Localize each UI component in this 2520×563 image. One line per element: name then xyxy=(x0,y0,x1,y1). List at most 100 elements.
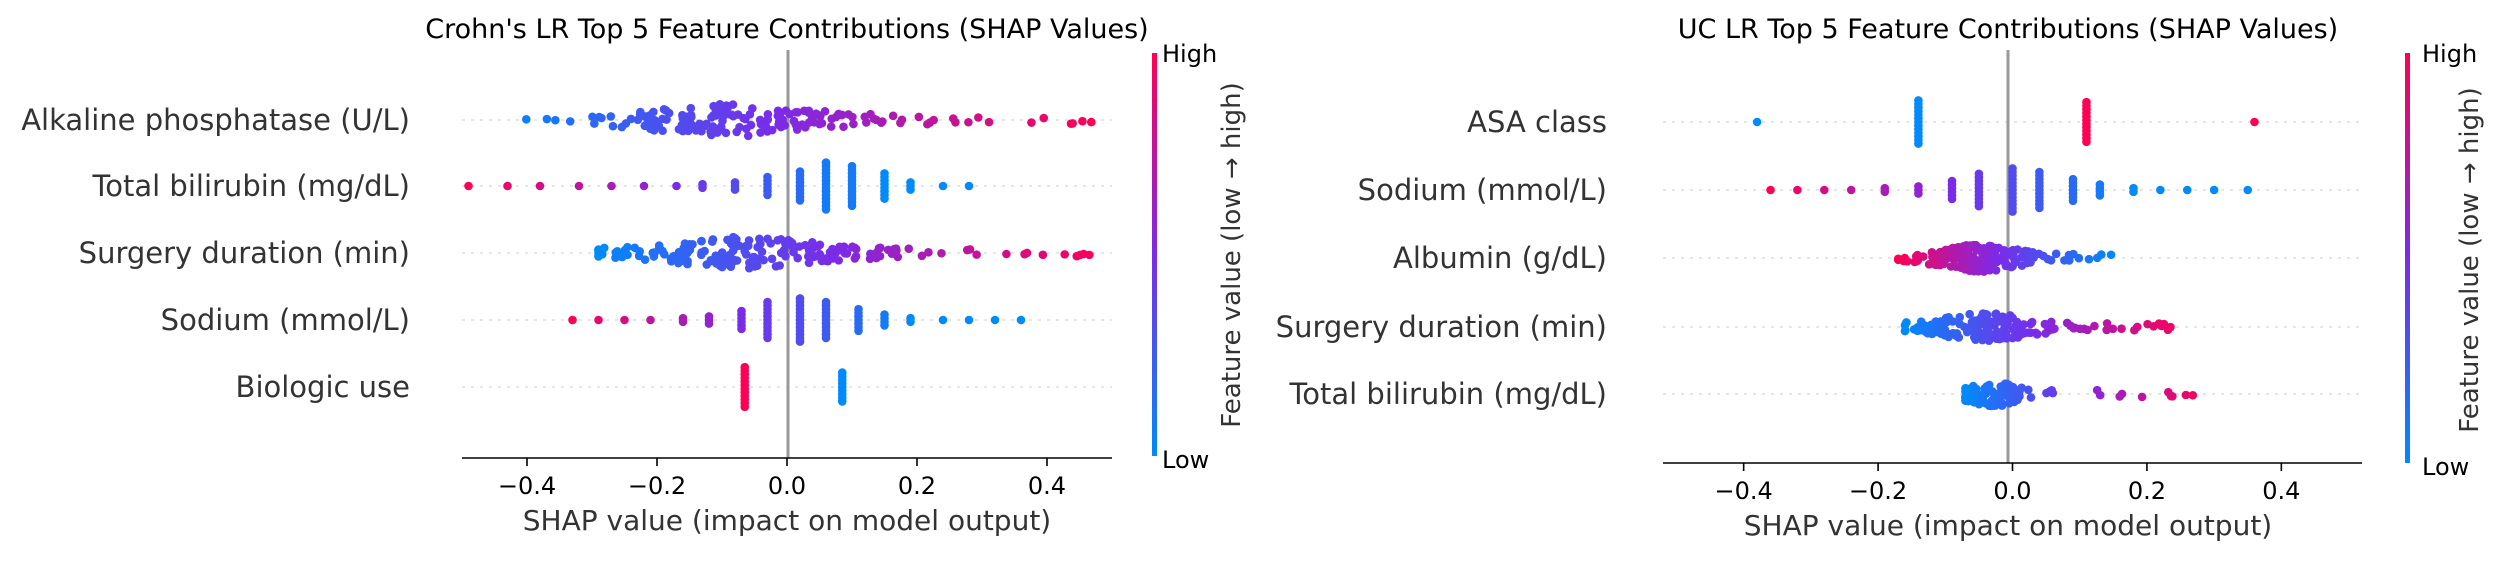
x-axis-label: SHAP value (impact on model output) xyxy=(1744,509,2272,542)
shap-point xyxy=(2066,321,2075,330)
shap-point xyxy=(716,122,726,131)
shap-point xyxy=(888,111,898,121)
shap-point xyxy=(698,183,707,193)
shap-point xyxy=(2129,187,2138,197)
shap-point xyxy=(804,108,813,117)
shap-point xyxy=(1991,253,2001,263)
shap-point xyxy=(740,402,750,412)
shap-point xyxy=(775,110,785,120)
shap-point xyxy=(2132,322,2142,332)
shap-point xyxy=(938,315,948,325)
shap-point xyxy=(728,100,738,109)
shap-point xyxy=(787,239,797,248)
shap-point xyxy=(906,317,915,327)
feature-label: Total bilirubin (mg/dL) xyxy=(1288,377,1607,411)
shap-point xyxy=(880,194,889,203)
shap-point xyxy=(640,255,650,265)
shap-point xyxy=(791,120,801,129)
shap-point xyxy=(872,253,881,263)
shap-point xyxy=(747,257,757,267)
shap-point xyxy=(597,250,607,259)
shap-point xyxy=(734,241,744,250)
shap-point xyxy=(869,114,879,124)
shap-point xyxy=(708,122,718,131)
shap-point xyxy=(1973,266,1983,276)
shap-point xyxy=(849,119,858,129)
shap-point xyxy=(1916,317,1926,327)
shap-point xyxy=(1985,317,1995,326)
shap-point xyxy=(1940,256,1949,265)
shap-point xyxy=(697,126,706,136)
shap-point xyxy=(1846,185,1856,195)
feature-label: Surgery duration (min) xyxy=(79,236,410,270)
shap-point xyxy=(1078,116,1087,126)
shap-point xyxy=(568,315,577,325)
shap-point xyxy=(678,114,688,123)
shap-point xyxy=(686,103,696,113)
shap-point xyxy=(1016,315,1026,325)
shap-point xyxy=(746,120,756,130)
shap-point xyxy=(1981,309,1991,319)
shap-point xyxy=(847,201,857,211)
shap-point xyxy=(620,315,629,325)
shap-point xyxy=(2023,258,2032,268)
shap-point xyxy=(917,251,927,261)
shap-point xyxy=(1984,327,1993,337)
shap-point xyxy=(1766,185,1775,195)
shap-point xyxy=(837,397,847,406)
shap-point xyxy=(748,104,757,113)
colorbar xyxy=(2405,53,2410,463)
shap-point xyxy=(2250,117,2259,127)
shap-point xyxy=(951,118,960,127)
shap-point xyxy=(866,249,875,259)
shap-point xyxy=(763,333,772,343)
shap-point xyxy=(1959,243,1968,252)
shap-point xyxy=(974,113,983,122)
shap-point xyxy=(630,243,640,253)
shap-point xyxy=(795,196,805,205)
shap-point xyxy=(990,315,1000,325)
colorbar-label: Feature value (low → high) xyxy=(2455,87,2485,432)
crohns-shap-chart: Crohn's LR Top 5 Feature Contributions (… xyxy=(21,14,1247,537)
shap-point xyxy=(1947,194,1957,204)
shap-point xyxy=(1039,113,1049,123)
shap-point xyxy=(753,242,762,252)
shap-point xyxy=(708,111,718,120)
shap-point xyxy=(851,252,861,261)
uc-shap-chart: UC LR Top 5 Feature Contributions (SHAP … xyxy=(1276,14,2485,542)
shap-point xyxy=(1086,117,1096,127)
shap-point xyxy=(1978,393,1988,403)
shap-point xyxy=(2243,185,2253,195)
shap-point xyxy=(1914,139,1923,148)
shap-point xyxy=(648,248,658,258)
shap-point xyxy=(2001,329,2011,338)
shap-point xyxy=(2137,392,2147,402)
shap-point xyxy=(826,122,836,131)
shap-point xyxy=(1060,250,1070,259)
shap-point xyxy=(1955,312,1965,322)
shap-point xyxy=(1948,328,1958,338)
shap-point xyxy=(1022,248,1032,258)
shap-point xyxy=(688,240,697,249)
shap-point xyxy=(972,250,981,259)
shap-point xyxy=(1752,117,1762,127)
shap-point xyxy=(2117,389,2127,399)
feature-label: Sodium (mmol/L) xyxy=(1358,173,1607,207)
feature-label: Surgery duration (min) xyxy=(1276,310,1607,344)
shap-point xyxy=(839,122,848,132)
colorbar-low-label: Low xyxy=(2422,453,2469,481)
shap-point xyxy=(964,181,974,191)
x-tick-label: −0.2 xyxy=(1849,477,1907,505)
shap-point xyxy=(535,181,545,191)
shap-point xyxy=(1984,387,1994,396)
shap-point xyxy=(2011,330,2021,340)
shap-point xyxy=(2024,328,2034,337)
shap-point xyxy=(728,246,738,256)
shap-point xyxy=(1914,189,1923,198)
shap-point xyxy=(717,248,727,257)
shap-point xyxy=(730,233,739,243)
shap-point xyxy=(1955,319,1964,329)
shap-point xyxy=(704,319,714,328)
shap-point xyxy=(723,235,732,245)
shap-point xyxy=(712,259,721,268)
